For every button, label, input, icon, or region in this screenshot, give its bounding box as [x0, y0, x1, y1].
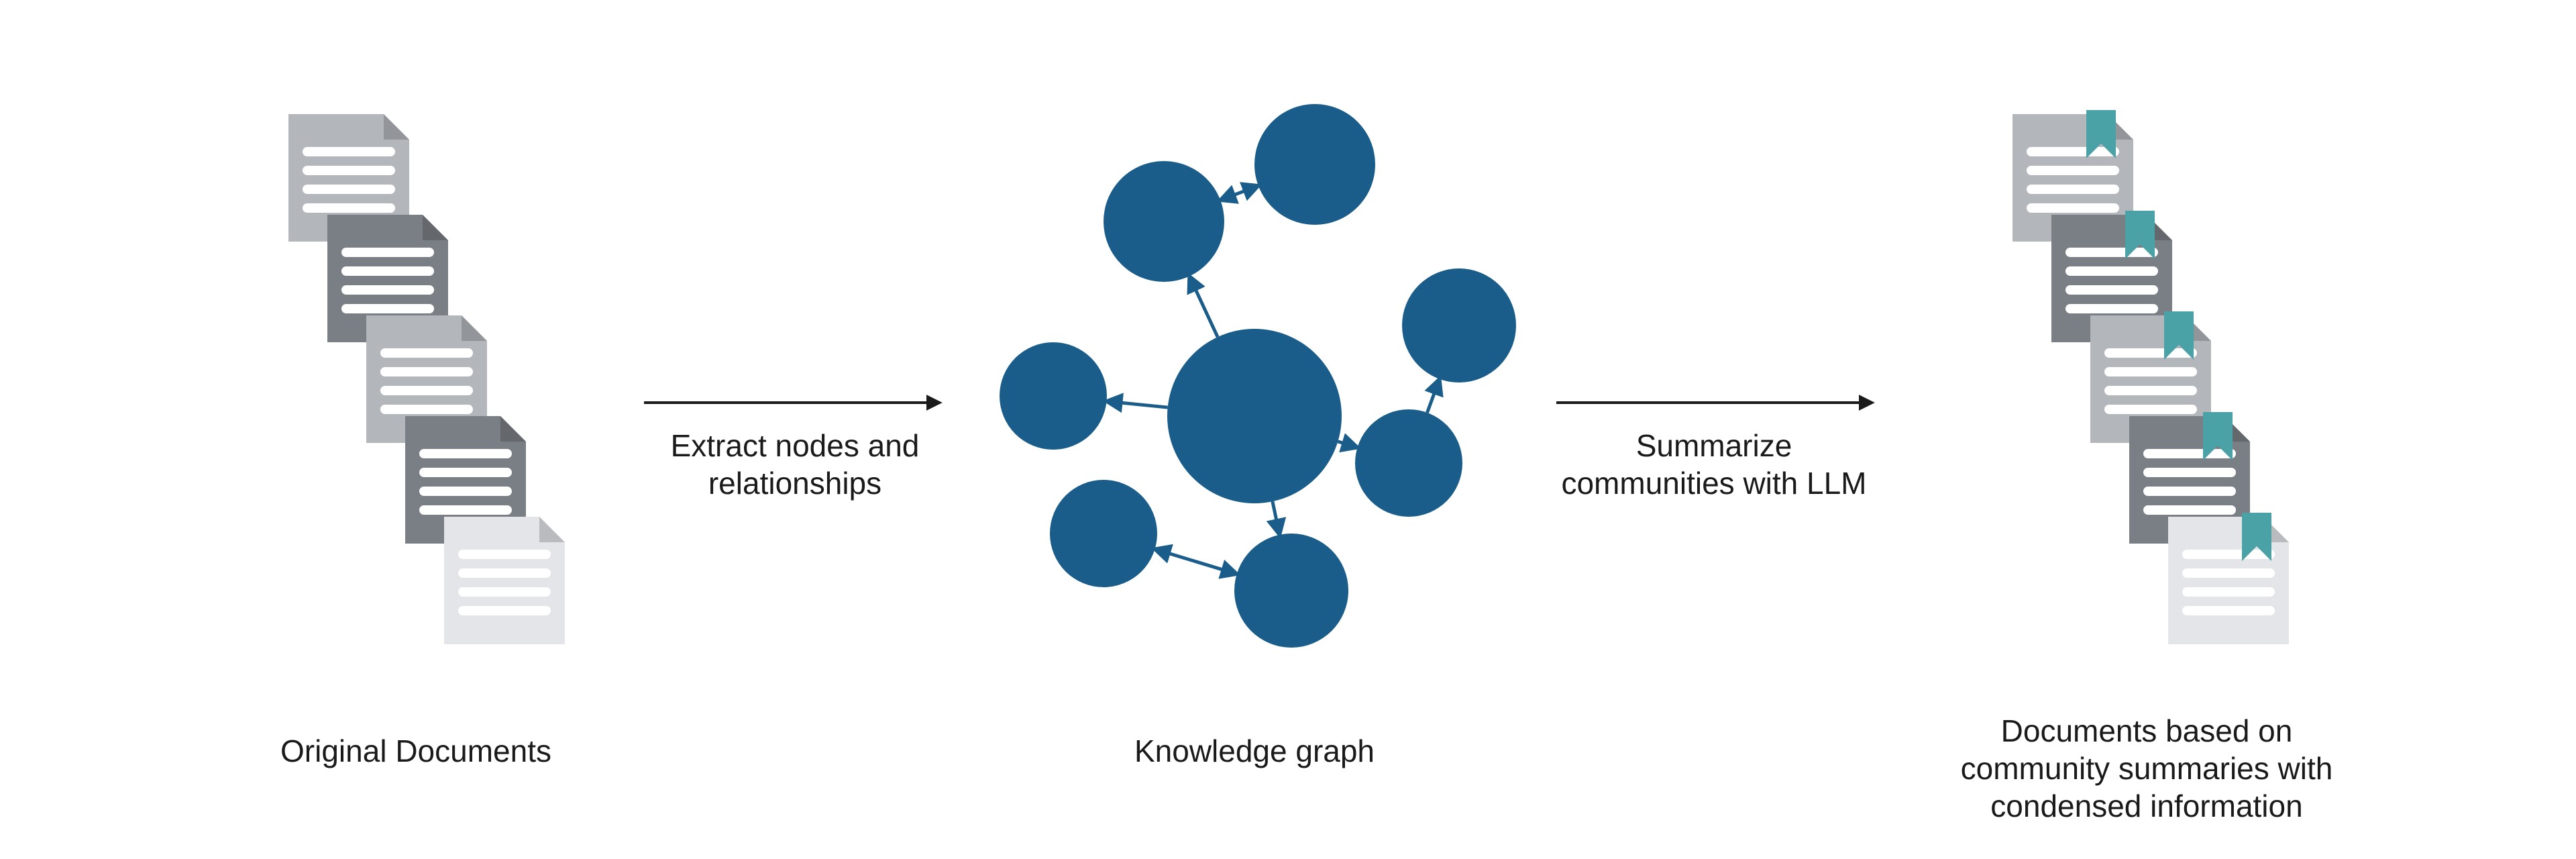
label-original-documents: Original Documents — [280, 734, 551, 768]
graph-edge — [1155, 549, 1237, 574]
label-summary-documents: Documents based oncommunity summaries wi… — [1961, 713, 2333, 823]
label-summarize-communities: Summarizecommunities with LLM — [1561, 428, 1866, 501]
graph-edge — [1220, 186, 1258, 200]
graph-node — [1000, 342, 1107, 450]
graph-node — [1050, 480, 1157, 587]
graph-edge — [1338, 442, 1357, 448]
graph-node — [1355, 409, 1462, 517]
knowledge-graph — [1000, 104, 1516, 648]
graph-edge — [1273, 501, 1280, 535]
document-icon — [2168, 513, 2289, 644]
graph-edge — [1189, 276, 1218, 338]
graph-edge — [1427, 379, 1439, 413]
diagram-svg: Original Documents Knowledge graph Documen… — [0, 0, 2576, 859]
graph-node — [1254, 104, 1375, 225]
document-icon — [444, 517, 565, 644]
label-knowledge-graph: Knowledge graph — [1134, 734, 1375, 768]
graph-node — [1402, 268, 1516, 383]
pipeline-diagram: Original Documents Knowledge graph Documen… — [0, 0, 2576, 859]
graph-node — [1167, 329, 1342, 503]
graph-node — [1234, 534, 1348, 648]
label-extract-nodes: Extract nodes andrelationships — [671, 428, 920, 501]
graph-edge — [1107, 401, 1168, 407]
graph-node — [1104, 161, 1224, 282]
